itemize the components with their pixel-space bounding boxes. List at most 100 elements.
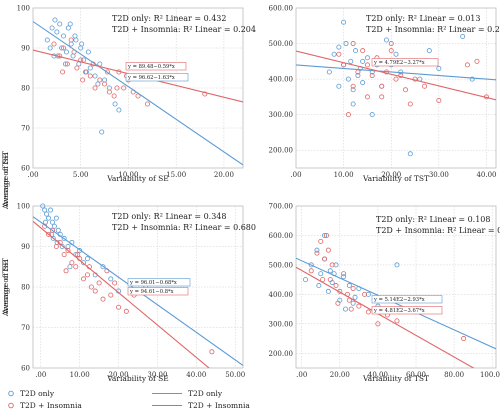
data-point [403, 87, 409, 93]
x-tick-label: 5.00 [73, 171, 89, 179]
data-point [116, 107, 122, 113]
data-point [341, 271, 347, 277]
x-tick-label: 20.00 [214, 171, 234, 179]
data-point [53, 215, 59, 221]
data-point [59, 243, 65, 249]
data-point [65, 248, 71, 254]
data-point [92, 73, 98, 79]
data-point [74, 65, 80, 71]
data-point [85, 49, 91, 55]
data-point [46, 231, 52, 237]
data-point [59, 45, 65, 51]
y-tick-label: 100 [17, 5, 30, 13]
r2-annotation: T2D + Insomnia: R² Linear = 0.204 [112, 25, 256, 34]
data-point [57, 21, 63, 27]
data-point [54, 29, 60, 35]
data-point [145, 101, 151, 107]
data-point [364, 55, 370, 61]
data-point [96, 280, 102, 286]
data-point [112, 280, 118, 286]
data-point [51, 223, 57, 229]
data-point [393, 51, 399, 57]
x-tick-label: 40.00 [368, 371, 388, 379]
data-point [336, 44, 342, 50]
data-point [322, 232, 328, 238]
data-point [49, 25, 55, 31]
data-point [114, 85, 120, 91]
data-point [336, 51, 342, 57]
data-point [350, 83, 356, 89]
data-point [87, 73, 93, 79]
data-point [388, 48, 394, 54]
y-tick-label: 600.00 [269, 232, 294, 240]
data-point [335, 300, 341, 306]
x-tick-label: .00 [290, 171, 301, 179]
x-tick-label: .00 [296, 371, 307, 379]
y-tick-label: 70 [21, 324, 30, 332]
data-point [84, 272, 90, 278]
y-tick-label: 200.00 [269, 350, 294, 358]
data-point [92, 288, 98, 294]
equation-box [371, 306, 443, 315]
data-point [97, 77, 103, 83]
data-point [60, 69, 66, 75]
legend-item: T2D only [152, 389, 223, 398]
data-point [316, 283, 322, 289]
data-point [460, 33, 466, 39]
data-point [379, 83, 385, 89]
data-point [461, 336, 467, 342]
data-point [365, 309, 371, 315]
data-point [202, 91, 208, 97]
data-point [323, 232, 329, 238]
series-t2d-insomnia-points [51, 37, 208, 107]
data-point [100, 296, 106, 302]
legend-label: T2D + Insomnia [188, 401, 250, 410]
chart-panel-2: .00 10.00 20.00 30.00 40.00 200.00 300.00 400.0… [1, 5, 500, 211]
data-point [318, 271, 324, 277]
data-point [398, 69, 404, 75]
data-point [64, 61, 70, 67]
x-tick-label: 60.00 [406, 371, 426, 379]
legend-marker-circle [8, 402, 14, 409]
x-tick-label: .00 [27, 171, 38, 179]
series-t2d-only-points [326, 19, 475, 157]
equation-box [371, 295, 443, 304]
data-point [63, 49, 69, 55]
data-point [360, 80, 366, 86]
fit-line-t2d-only [296, 64, 496, 81]
y-tick-label: 200.00 [269, 147, 294, 155]
chart-panel-4: .0020.0040.0060.0080.00100.00200.00300.0… [1, 203, 500, 384]
data-point [369, 73, 375, 79]
data-point [88, 284, 94, 290]
data-point [61, 252, 67, 258]
data-point [104, 69, 110, 75]
data-point [326, 69, 332, 75]
y-tick-label: 700.00 [269, 203, 294, 211]
data-point [61, 45, 67, 51]
data-point [360, 58, 366, 64]
equation-label: y = 4.79E2−3.27*x [373, 60, 425, 66]
fit-line-t2d-only [33, 21, 243, 166]
x-axis-label: Variability of SE [106, 374, 169, 383]
x-tick-label: 20.00 [330, 371, 350, 379]
equation-box [125, 62, 187, 71]
data-point [49, 219, 55, 225]
fit-line-t2d-insomnia [296, 50, 496, 101]
data-point [49, 227, 55, 233]
data-point [47, 45, 53, 51]
equation-label: y = 94.61−0.8*x [129, 289, 174, 295]
y-tick-label: 400.00 [269, 76, 294, 84]
x-tick-label: 40.00 [186, 371, 206, 379]
data-point [346, 283, 352, 289]
data-point [69, 260, 75, 266]
data-point [348, 58, 354, 64]
y-tick-label: 400.00 [269, 291, 294, 299]
data-point [426, 48, 432, 54]
data-point [325, 247, 331, 253]
r2-annotation: T2D + Insomnia: R² Linear = 0.374 [376, 226, 500, 235]
x-tick-label: 30.00 [147, 371, 167, 379]
data-point [388, 41, 394, 47]
y-tick-label: 80 [21, 284, 30, 292]
data-point [80, 77, 86, 83]
